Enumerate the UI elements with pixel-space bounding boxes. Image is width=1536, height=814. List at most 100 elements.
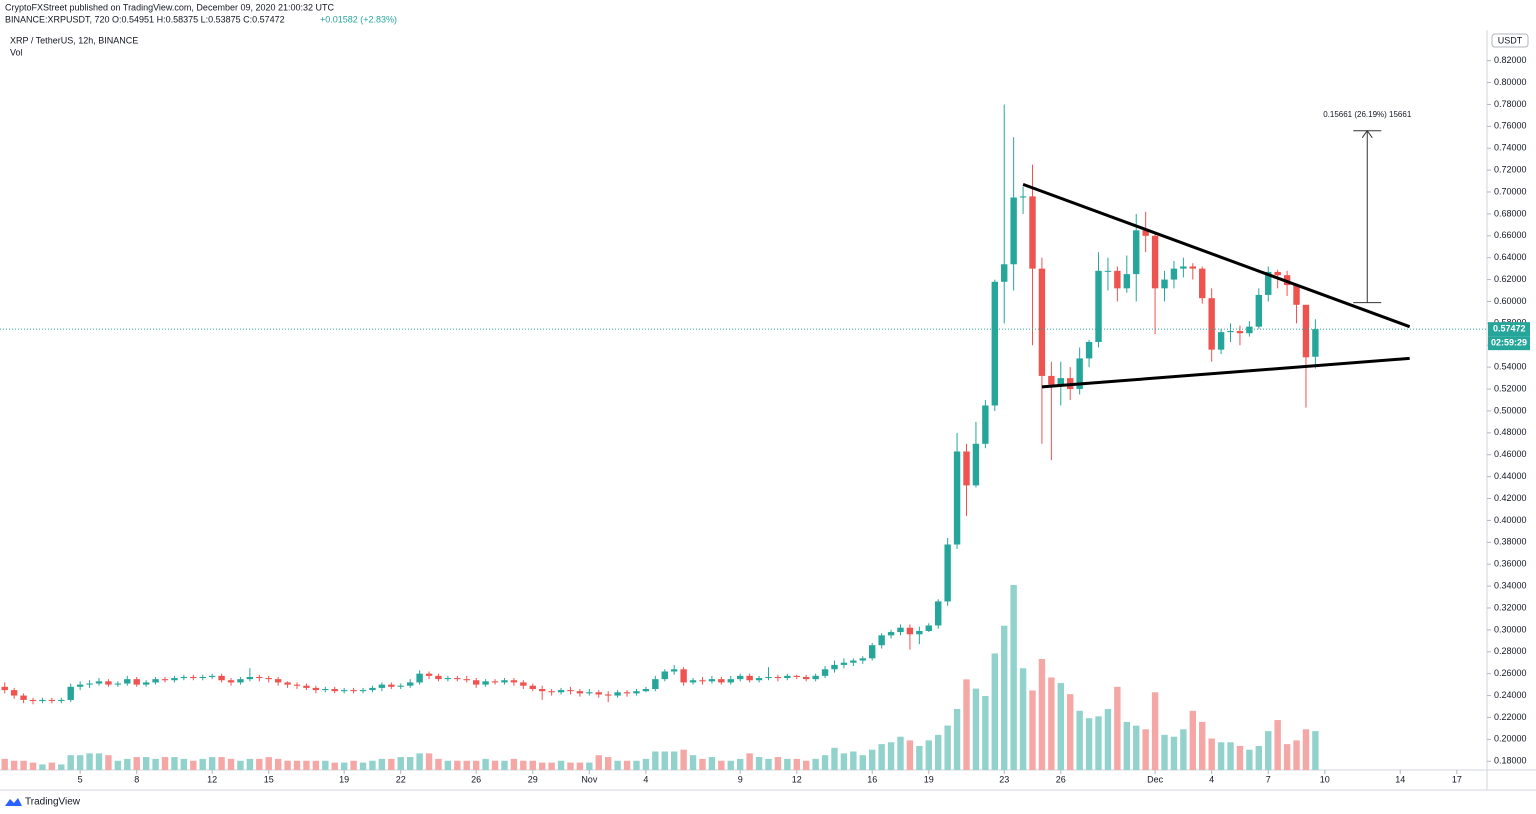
volume-bar [557, 760, 565, 770]
candle-body [114, 683, 122, 685]
volume-bar [944, 725, 951, 770]
volume-bar [491, 760, 499, 770]
volume-bar [821, 755, 829, 770]
candle-body [406, 682, 414, 686]
candle-body [774, 676, 782, 679]
candle-body [953, 451, 961, 545]
candle-body [218, 675, 225, 681]
volume-bar [463, 760, 470, 770]
brand[interactable]: TradingView [25, 797, 81, 808]
candle-body [623, 692, 631, 694]
candle-body [425, 673, 433, 676]
y-tick-label: 0.68000 [1494, 208, 1527, 218]
volume-bar [369, 760, 376, 770]
volume-bar [1302, 729, 1310, 770]
x-tick-label: 7 [1266, 774, 1271, 784]
x-tick-label: 10 [1320, 774, 1330, 784]
candle-body [661, 671, 668, 680]
candle-body [293, 684, 301, 686]
candle-body [689, 680, 697, 683]
volume-bar [1170, 736, 1178, 770]
quote: BINANCE:XRPUSDT, 720 O:0.54951 H:0.58375… [5, 14, 285, 24]
price-tag: 0.57472 [1493, 324, 1526, 334]
candle-body [1123, 274, 1131, 289]
candle-body [746, 675, 753, 681]
candle-body [1180, 266, 1187, 269]
candle-body [595, 692, 602, 695]
candle-body [1010, 197, 1017, 265]
candle-body [491, 681, 499, 683]
candle-body [972, 443, 980, 486]
volume-bar [699, 758, 706, 770]
candle-body [718, 679, 725, 683]
volume-bar [76, 755, 84, 770]
candle-body [1, 686, 8, 691]
volume-bar [1189, 710, 1197, 770]
candle-body [538, 688, 546, 692]
volume-bar [1283, 744, 1291, 770]
candle-body [350, 690, 357, 692]
x-tick-label: 8 [134, 774, 139, 784]
candle-body [944, 544, 951, 602]
y-tick-label: 0.50000 [1494, 405, 1527, 415]
volume-bar [633, 760, 640, 770]
candle-body [831, 664, 838, 670]
volume-bar [869, 749, 876, 770]
candle-body [727, 679, 734, 683]
candle-body [180, 676, 188, 679]
volume-bar [1010, 585, 1017, 770]
x-tick-label: 26 [1056, 774, 1066, 784]
volume-bar [1255, 745, 1263, 770]
y-tick-label: 0.34000 [1494, 580, 1527, 590]
volume-bar [972, 688, 980, 770]
y-tick-label: 0.28000 [1494, 646, 1527, 656]
y-tick-label: 0.20000 [1494, 734, 1527, 744]
y-tick-label: 0.62000 [1494, 274, 1527, 284]
volume-bar [755, 757, 763, 770]
x-tick-label: 15 [264, 774, 274, 784]
volume-bar [1038, 659, 1046, 770]
volume-bar [595, 755, 602, 770]
volume-bar [1180, 729, 1187, 770]
x-tick-label: 12 [792, 774, 802, 784]
candle-body [20, 695, 27, 700]
candle-body [765, 676, 772, 679]
volume-bar [746, 753, 753, 770]
candle-body [680, 669, 687, 683]
volume-bar [736, 758, 744, 770]
candle-body [576, 691, 584, 694]
candle-body [812, 675, 819, 680]
volume-bar [359, 762, 367, 770]
candle-body [67, 686, 74, 700]
volume-bar [180, 758, 188, 770]
candle-body [614, 692, 621, 696]
volume-bar [727, 760, 734, 770]
volume-bar [10, 760, 18, 770]
candle-body [1095, 270, 1102, 342]
candle-body [1246, 326, 1253, 334]
volume-bar [623, 760, 631, 770]
candle-body [152, 679, 159, 683]
candle-body [444, 678, 452, 680]
volume-bar [303, 760, 310, 770]
volume-bar [199, 758, 206, 770]
y-tick-label: 0.64000 [1494, 252, 1527, 262]
volume-bar [190, 760, 197, 770]
currency-box[interactable] [1491, 33, 1529, 48]
volume-bar [887, 742, 895, 770]
volume-bar [482, 758, 489, 770]
y-tick-label: 0.36000 [1494, 559, 1527, 569]
x-tick-label: Nov [581, 774, 598, 784]
volume-bar [274, 758, 282, 770]
candle-body [906, 627, 914, 635]
y-tick-label: 0.42000 [1494, 493, 1527, 503]
volume-bar [425, 753, 433, 770]
volume-bar [1208, 738, 1215, 770]
y-tick-label: 0.26000 [1494, 668, 1527, 678]
volume-bar [576, 762, 584, 770]
volume-bar [1076, 710, 1083, 770]
currency[interactable]: USDT [1498, 35, 1523, 45]
candle-body [520, 682, 527, 686]
candle-body [86, 683, 93, 685]
